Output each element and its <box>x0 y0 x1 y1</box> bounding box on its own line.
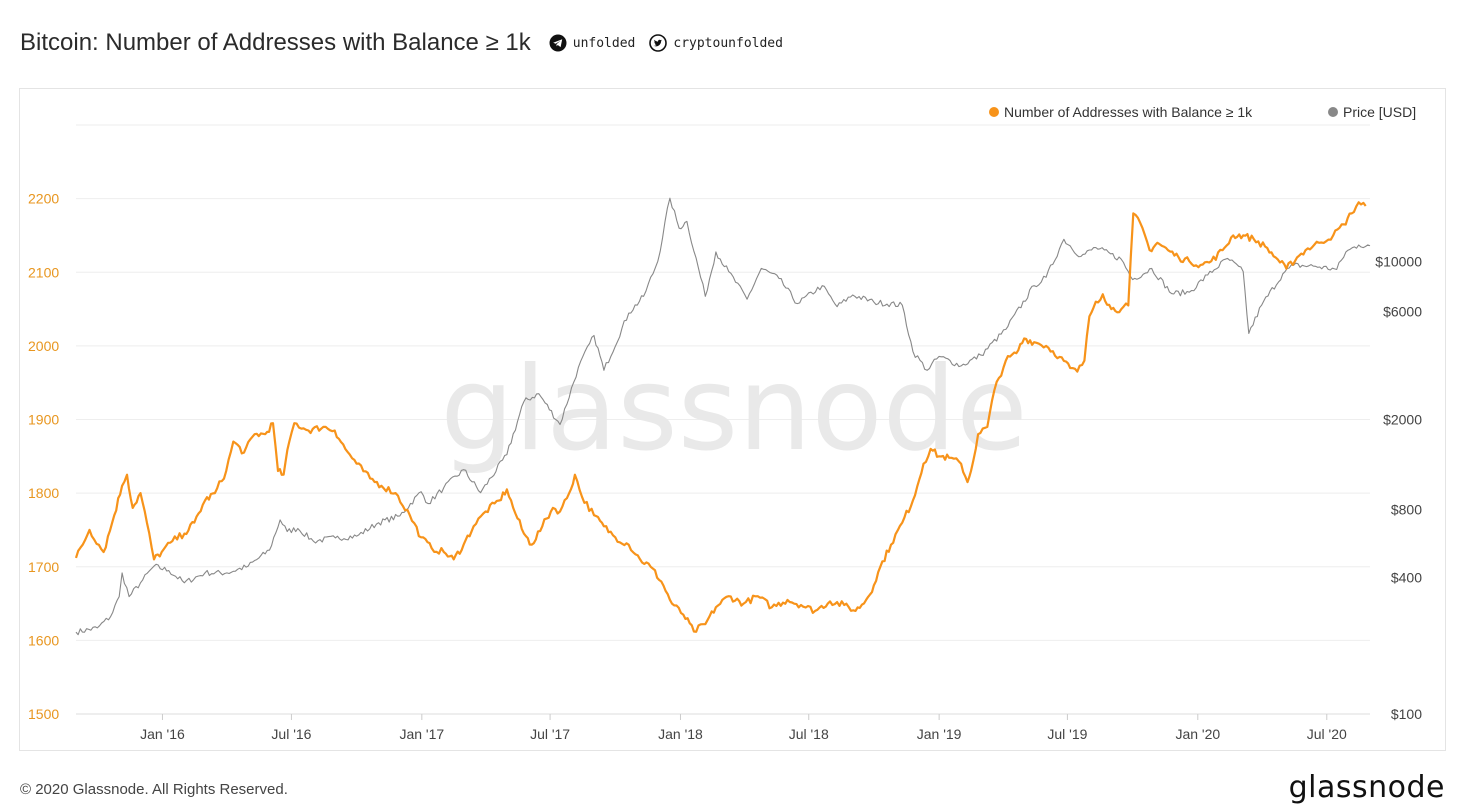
twitter-icon <box>649 34 668 52</box>
y-right-tick-label: $400 <box>1391 570 1422 586</box>
x-tick-label: Jul '18 <box>789 726 829 742</box>
chart-frame: glassnode 1500 1600 1700 1800 1900 2000 2100 22… <box>19 88 1446 751</box>
x-tick-label: Jan '16 <box>140 726 185 742</box>
x-tick-label: Jan '19 <box>917 726 962 742</box>
y-left-tick-label: 1700 <box>28 559 59 575</box>
x-tick-label: Jul '16 <box>271 726 311 742</box>
chart: glassnode 150016001700180019002000210022… <box>28 104 1422 742</box>
footer-copyright: © 2020 Glassnode. All Rights Reserved. <box>20 781 288 798</box>
y-left-tick-label: 2100 <box>28 264 59 280</box>
x-tick-label: Jan '17 <box>399 726 444 742</box>
y-left-tick-label: 2000 <box>28 338 59 354</box>
y-left-tick-label: 2200 <box>28 191 59 207</box>
legend-swatch-price <box>1328 107 1338 117</box>
title-row: Bitcoin: Number of Addresses with Balanc… <box>20 28 783 58</box>
y-right-tick-label: $6000 <box>1383 303 1422 319</box>
x-tick-label: Jul '17 <box>530 726 570 742</box>
y-left-tick-label: 1800 <box>28 485 59 501</box>
addresses-series-line <box>74 201 1367 633</box>
telegram-icon <box>549 34 567 52</box>
x-tick-label: Jan '18 <box>658 726 703 742</box>
twitter-link[interactable]: cryptounfolded <box>649 34 783 52</box>
x-tick-label: Jan '20 <box>1175 726 1220 742</box>
y-right-tick-label: $2000 <box>1383 412 1422 428</box>
x-tick-label: Jul '20 <box>1307 726 1347 742</box>
telegram-handle: unfolded <box>572 35 636 51</box>
legend-label-price[interactable]: Price [USD] <box>1343 104 1416 120</box>
legend-label-addresses[interactable]: Number of Addresses with Balance ≥ 1k <box>1004 104 1253 120</box>
y-left-tick-label: 1500 <box>28 706 59 722</box>
page-title: Bitcoin: Number of Addresses with Balanc… <box>20 29 531 56</box>
y-left-tick-label: 1600 <box>28 632 59 648</box>
price-series-line <box>75 197 1371 636</box>
x-tick-label: Jul '19 <box>1047 726 1087 742</box>
legend-swatch-addresses <box>989 107 999 117</box>
y-left-tick-label: 1900 <box>28 412 59 428</box>
y-right-tick-label: $800 <box>1391 502 1422 518</box>
footer-logo: glassnode <box>1288 770 1445 805</box>
y-right-tick-label: $10000 <box>1375 253 1422 269</box>
twitter-handle: cryptounfolded <box>673 35 783 51</box>
telegram-link[interactable]: unfolded <box>549 34 636 52</box>
y-right-tick-label: $100 <box>1391 706 1422 722</box>
